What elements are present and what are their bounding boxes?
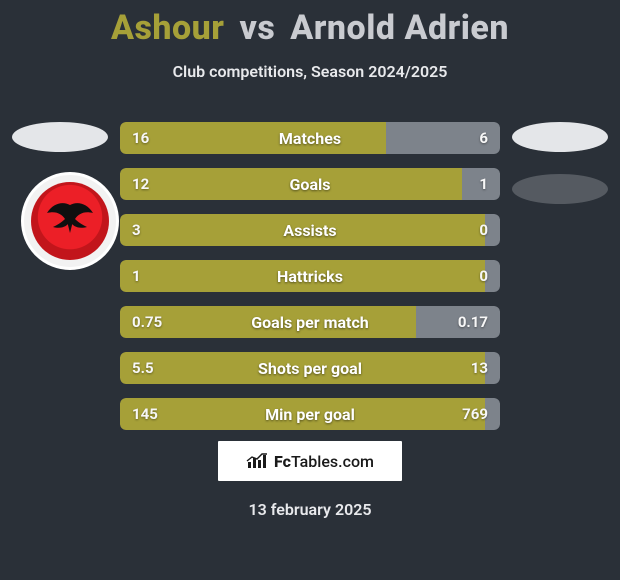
comparison-title: Ashour vs Arnold Adrien [0, 0, 620, 48]
stat-row: 145769Min per goal [120, 398, 500, 430]
stat-value-right: 13 [459, 352, 500, 384]
brand-bold: Fc [274, 452, 291, 471]
stat-fill-left [120, 352, 485, 384]
stat-fill-left [120, 214, 485, 246]
stat-value-right: 0 [467, 260, 500, 292]
brand-rest: Tables.com [291, 452, 374, 471]
player1-emblem-placeholder [12, 122, 108, 152]
stats-table: 166Matches121Goals30Assists10Hattricks0.… [120, 122, 500, 444]
stat-value-right: 0.17 [446, 306, 500, 338]
stat-value-left: 0.75 [120, 306, 174, 338]
brand-badge[interactable]: FcTables.com [217, 440, 403, 482]
eagle-icon [43, 199, 97, 239]
player1-name: Ashour [111, 8, 225, 48]
stat-row: 0.750.17Goals per match [120, 306, 500, 338]
player2-name: Arnold Adrien [290, 8, 509, 48]
stat-value-left: 3 [120, 214, 153, 246]
stat-fill-left [120, 398, 485, 430]
stat-value-right: 769 [450, 398, 500, 430]
stat-row: 5.513Shots per goal [120, 352, 500, 384]
stat-row: 121Goals [120, 168, 500, 200]
stat-value-right: 1 [467, 168, 500, 200]
stat-value-right: 6 [467, 122, 500, 154]
comparison-date: 13 february 2025 [0, 500, 620, 519]
player2-emblem-placeholder [512, 122, 608, 152]
bar-chart-icon [246, 452, 268, 470]
stat-value-left: 1 [120, 260, 153, 292]
stat-value-left: 16 [120, 122, 161, 154]
vs-label: vs [239, 8, 275, 48]
stat-fill-left [120, 260, 485, 292]
stat-value-right: 0 [467, 214, 500, 246]
stat-value-left: 145 [120, 398, 170, 430]
brand-text: FcTables.com [274, 452, 374, 471]
player2-club-placeholder [512, 174, 608, 204]
stat-row: 30Assists [120, 214, 500, 246]
stat-row: 166Matches [120, 122, 500, 154]
stat-row: 10Hattricks [120, 260, 500, 292]
season-subtitle: Club competitions, Season 2024/2025 [0, 62, 620, 81]
stat-value-left: 5.5 [120, 352, 166, 384]
stat-value-left: 12 [120, 168, 161, 200]
player1-club-badge [21, 172, 119, 270]
stat-fill-left [120, 168, 462, 200]
